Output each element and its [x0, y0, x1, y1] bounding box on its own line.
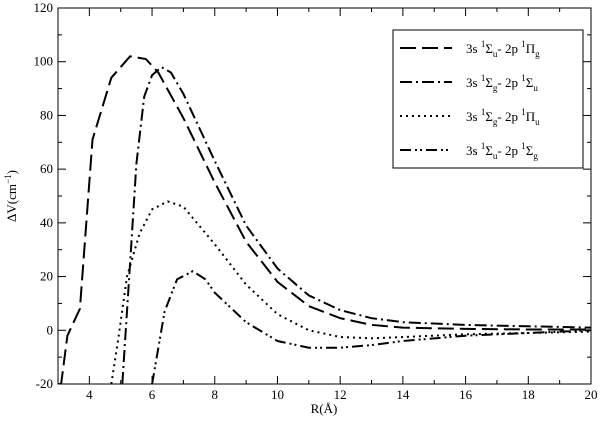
- x-tick-label: 4: [86, 387, 93, 402]
- x-tick-label: 8: [212, 387, 219, 402]
- legend: 3s 1Σu- 2p 1Πg 3s 1Σg- 2p 1Σu 3s 1Σg- 2p 1…: [392, 29, 584, 169]
- x-axis-title: R(Å): [311, 401, 338, 416]
- y-axis-title: ΔV(cm−1): [3, 170, 19, 222]
- y-tick-label: 40: [40, 215, 53, 230]
- legend-label-4: 3s 1Σu- 2p 1Σg: [466, 141, 538, 161]
- series-line-1: [58, 55, 591, 384]
- y-tick-label: 80: [40, 107, 53, 122]
- x-tick-label: 18: [522, 387, 535, 402]
- x-tick-label: 12: [334, 387, 347, 402]
- legend-label-3: 3s 1Σg- 2p 1Πu: [466, 107, 540, 127]
- y-axis: -20 0 20 40 60 80 100 120: [34, 0, 591, 391]
- y-tick-label: -20: [36, 376, 53, 391]
- series-line-2: [121, 65, 591, 384]
- y-tick-label: 100: [34, 54, 54, 69]
- legend-label-1: 3s 1Σu- 2p 1Πg: [466, 39, 540, 59]
- y-tick-label: 60: [40, 161, 53, 176]
- series-layer: [58, 55, 591, 384]
- series-line-3: [110, 200, 591, 384]
- legend-label-2: 3s 1Σg- 2p 1Σu: [466, 73, 538, 93]
- x-tick-label: 16: [459, 387, 473, 402]
- y-tick-label: 120: [34, 0, 54, 15]
- legend-box: [392, 29, 584, 169]
- x-tick-label: 14: [396, 387, 410, 402]
- x-tick-label: 20: [585, 387, 598, 402]
- x-axis: 4 6 8 10 12 14 16 18 20: [57, 8, 598, 402]
- series-line-4: [151, 270, 591, 384]
- x-tick-label: 10: [271, 387, 284, 402]
- x-tick-label: 6: [149, 387, 156, 402]
- y-tick-label: 0: [47, 322, 54, 337]
- y-tick-label: 20: [40, 269, 53, 284]
